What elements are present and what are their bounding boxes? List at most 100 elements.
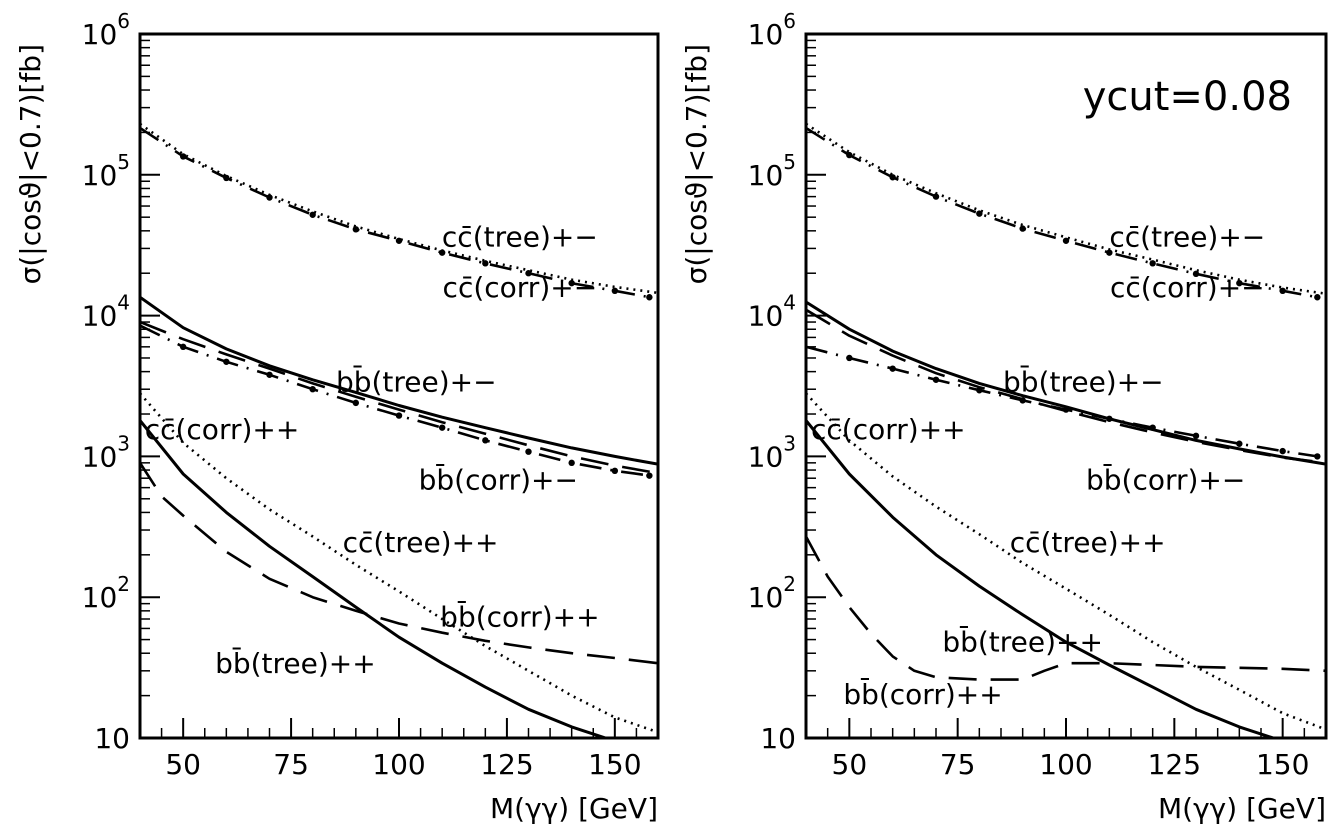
series-point: [889, 174, 896, 181]
y-tick-base: 10: [94, 722, 130, 755]
curve-label: cc̄(tree)++: [1010, 526, 1166, 559]
y-tick-exponent: 2: [783, 572, 796, 596]
curve-label: cc̄(tree)++: [343, 526, 499, 559]
y-tick-exponent: 6: [117, 9, 130, 33]
series-point: [1314, 453, 1321, 460]
curve-label: cc̄(tree)+−: [1109, 220, 1265, 253]
series-point: [568, 279, 575, 287]
series-line-solid: [140, 419, 611, 738]
series-point: [223, 358, 230, 365]
series-line-solid: [140, 295, 658, 466]
series-line-dotted: [140, 122, 658, 295]
series-point: [646, 294, 653, 301]
y-tick-base: 10: [748, 159, 784, 192]
y-tick-exponent: 4: [783, 291, 796, 315]
annotation: ycut=0.08: [1083, 74, 1292, 120]
x-tick-label: 100: [372, 748, 425, 781]
series-point: [846, 354, 853, 362]
y-tick-exponent: 3: [117, 431, 130, 455]
series-point: [482, 260, 489, 267]
x-tick-label: 150: [588, 748, 641, 781]
y-tick-label: 102: [748, 572, 796, 614]
y-tick-base: 10: [748, 440, 784, 473]
y-tick-label: 103: [748, 431, 796, 473]
series-point: [309, 211, 316, 218]
series-point: [1149, 424, 1156, 431]
y-tick-base: 10: [82, 440, 118, 473]
series-point: [1106, 249, 1113, 256]
x-tick-label: 50: [832, 748, 868, 781]
series-point: [1062, 406, 1070, 413]
series-line-dashed: [140, 462, 658, 665]
series-point: [1279, 287, 1286, 295]
series-line-dashed: [806, 308, 1326, 465]
x-tick-label: 150: [1256, 748, 1309, 781]
y-tick-exponent: 6: [783, 9, 796, 33]
y-tick-exponent: 3: [783, 431, 796, 455]
y-tick-exponent: 5: [117, 150, 130, 174]
curve-label: bb̄(corr)++: [440, 599, 599, 633]
series-point: [525, 448, 532, 455]
series-point: [976, 387, 983, 394]
plot-area: [140, 122, 658, 738]
x-tick-label: 75: [940, 748, 976, 781]
curve-label: bb̄(corr)+−: [1086, 463, 1245, 497]
series-line-solid: [806, 419, 1279, 738]
series-point: [438, 249, 446, 256]
series-point: [932, 193, 940, 200]
y-axis-title: σ(|cosϑ|<0.7)[fb]: [680, 44, 713, 284]
y-tick-label: 10: [760, 722, 796, 755]
series-point: [1192, 270, 1200, 278]
y-tick-base: 10: [748, 581, 784, 614]
series-point: [1019, 397, 1026, 404]
curve-label: bb̄(corr)+−: [419, 463, 578, 497]
curve-label: bb̄(tree)++: [215, 646, 376, 680]
series-point: [568, 459, 575, 467]
curve-label: bb̄(corr)++: [843, 677, 1002, 711]
series-point: [976, 210, 983, 217]
curve-label: bb̄(tree)++: [942, 625, 1103, 659]
y-tick-label: 104: [748, 291, 796, 333]
series-point: [395, 237, 403, 244]
y-tick-exponent: 4: [117, 291, 130, 315]
curve-label: cc̄(corr)++: [811, 413, 966, 446]
series-point: [846, 151, 853, 159]
y-tick-base: 10: [82, 300, 118, 333]
series-point: [1279, 447, 1286, 455]
plot-frame: [138, 32, 660, 740]
y-tick-label: 102: [82, 572, 130, 614]
y-tick-base: 10: [748, 18, 784, 51]
y-tick-exponent: 2: [117, 572, 130, 596]
x-tick-label: 100: [1039, 748, 1092, 781]
series-point: [1149, 260, 1156, 267]
y-tick-label: 106: [82, 9, 130, 51]
series-line-dashed: [140, 320, 658, 475]
x-tick-label: 75: [273, 748, 309, 781]
series-point: [611, 467, 619, 475]
series-point: [266, 371, 273, 378]
y-tick-label: 105: [82, 150, 130, 192]
curve-label: cc̄(corr)+−: [443, 271, 598, 304]
series-point: [889, 365, 896, 372]
x-axis-title: M(γγ) [GeV]: [490, 792, 658, 825]
series-point: [352, 399, 360, 407]
series-point: [482, 437, 489, 444]
y-tick-base: 10: [748, 300, 784, 333]
series-point: [223, 174, 230, 182]
series-line-dashed: [806, 535, 1326, 681]
series-point: [1019, 225, 1026, 232]
x-tick-label: 125: [1148, 748, 1201, 781]
series-point: [352, 226, 360, 233]
y-tick-label: 104: [82, 291, 130, 333]
curve-label: bb̄(tree)+−: [336, 364, 497, 398]
series-point: [646, 472, 653, 479]
plot-area: [806, 122, 1326, 738]
y-tick-label: 106: [748, 9, 796, 51]
series-point: [1236, 440, 1243, 447]
series-point: [179, 343, 187, 351]
series-point: [395, 412, 403, 419]
y-tick-base: 10: [760, 722, 796, 755]
